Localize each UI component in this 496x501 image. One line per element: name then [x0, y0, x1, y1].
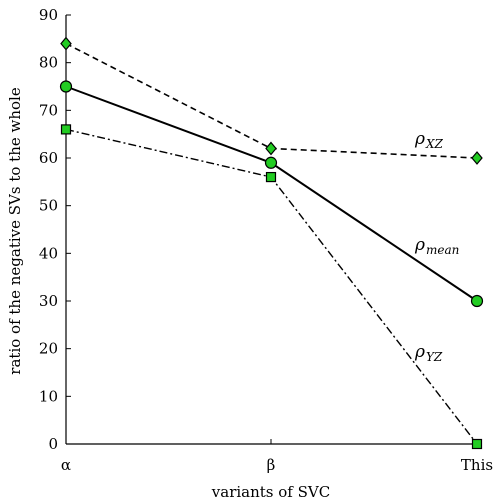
series-label-xz: ρXZ: [414, 129, 444, 151]
series-label-mean: ρmean: [414, 235, 459, 257]
data-point-diamond: [471, 151, 483, 165]
series-label-yz: ρYZ: [414, 342, 443, 364]
series-line: [65, 85, 478, 302]
y-tick-label: 70: [39, 101, 58, 119]
y-tick-label: 20: [39, 340, 58, 358]
data-point-square: [60, 124, 72, 135]
data-point-circle: [264, 156, 278, 169]
data-point-square: [471, 438, 483, 450]
series-yz: [60, 124, 483, 450]
series-xz: [60, 36, 483, 165]
series-mean: [59, 80, 484, 308]
series-layer: [59, 36, 484, 450]
data-point-square: [265, 171, 277, 183]
y-tick-label: 40: [39, 244, 58, 262]
data-point-diamond: [60, 36, 72, 51]
y-tick-label: 80: [39, 54, 58, 72]
y-tick-label: 50: [39, 197, 58, 215]
x-tick-label: α: [61, 456, 71, 474]
y-tick-label: 60: [39, 149, 58, 167]
x-axis-title: variants of SVC: [211, 483, 330, 501]
y-tick-label: 30: [39, 292, 58, 310]
y-tick-label: 10: [39, 387, 58, 405]
data-point-diamond: [265, 141, 277, 156]
data-point-circle: [470, 294, 484, 308]
y-axis-title: ratio of the negative SVs to the whole: [6, 87, 24, 375]
y-tick-label: 0: [48, 435, 58, 453]
y-tick-label: 90: [39, 6, 58, 24]
data-point-circle: [59, 80, 73, 93]
series-annotations: ρXZ ρmean ρYZ: [414, 129, 459, 364]
x-tick-label: β: [267, 456, 276, 474]
axes: 0 10 20 30 40 50 60 70 80 90 α β This: [39, 6, 493, 474]
x-tick-label: This: [461, 456, 493, 474]
